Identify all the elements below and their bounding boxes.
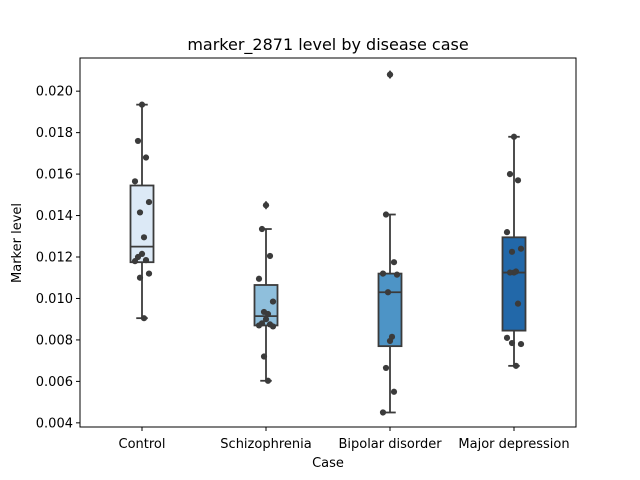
data-point <box>136 274 144 281</box>
data-point <box>255 275 263 282</box>
data-point <box>512 362 520 369</box>
data-point <box>134 137 142 145</box>
data-point <box>269 323 277 330</box>
box <box>129 184 155 264</box>
y-tick-label: 0.020 <box>36 85 73 100</box>
data-point <box>142 154 150 161</box>
y-tick-label: 0.012 <box>36 251 73 266</box>
data-point <box>514 177 522 184</box>
data-point <box>510 133 518 140</box>
y-axis-label: Marker level <box>10 203 25 283</box>
data-point <box>506 170 514 178</box>
data-point <box>508 248 516 255</box>
x-tick-label: Control <box>119 437 166 452</box>
data-point <box>517 340 525 348</box>
data-point <box>506 269 514 276</box>
data-point <box>393 271 401 278</box>
data-point <box>262 316 270 323</box>
data-point <box>503 334 511 341</box>
plot-frame <box>79 57 577 428</box>
x-axis-label: Case <box>312 456 344 471</box>
data-point <box>390 259 398 266</box>
y-tick-label: 0.018 <box>36 126 73 141</box>
data-point <box>140 234 148 241</box>
data-point <box>508 339 516 347</box>
data-point <box>145 198 153 206</box>
data-point <box>131 258 139 265</box>
data-point <box>379 270 387 277</box>
chart-title: marker_2871 level by disease case <box>187 35 468 55</box>
data-point <box>138 101 146 108</box>
x-tick-label: Bipolar disorder <box>338 437 442 452</box>
x-tick-label: Schizophrenia <box>220 437 311 452</box>
data-point <box>260 353 268 360</box>
y-tick-label: 0.016 <box>36 168 73 183</box>
data-point <box>390 388 398 395</box>
data-point <box>382 364 390 372</box>
plot-area: 0.004 0.006 0.008 0.010 0.012 0.014 0.016 0.018… <box>36 57 577 452</box>
y-tick-label: 0.008 <box>36 333 73 348</box>
data-point <box>131 178 139 185</box>
data-point <box>140 315 148 322</box>
data-point <box>382 211 390 218</box>
y-tick-label: 0.014 <box>36 209 73 224</box>
data-point <box>142 257 150 264</box>
data-point <box>136 209 144 216</box>
data-point <box>386 71 394 78</box>
box <box>501 236 527 332</box>
data-point <box>386 337 394 345</box>
data-point <box>258 225 266 233</box>
data-point <box>384 289 392 296</box>
y-tick-label: 0.004 <box>36 416 73 431</box>
data-point <box>514 300 522 307</box>
data-point <box>517 245 525 252</box>
data-point <box>262 202 270 209</box>
data-point <box>264 310 272 318</box>
y-tick-label: 0.010 <box>36 292 73 307</box>
y-tick-label: 0.006 <box>36 375 73 390</box>
data-point <box>145 270 153 277</box>
data-point <box>379 409 387 416</box>
data-point <box>264 377 272 384</box>
data-point <box>266 252 274 260</box>
x-tick-label: Major depression <box>458 437 569 452</box>
data-point <box>269 298 277 305</box>
data-point <box>255 322 263 329</box>
data-point <box>503 229 511 236</box>
